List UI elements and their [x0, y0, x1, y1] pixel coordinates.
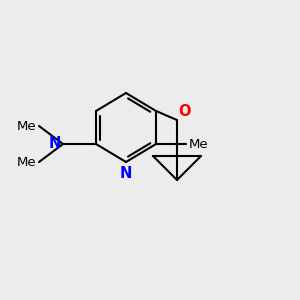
Text: O: O: [178, 103, 191, 118]
Text: Me: Me: [16, 119, 36, 133]
Text: Me: Me: [16, 155, 36, 169]
Text: Me: Me: [189, 137, 208, 151]
Text: N: N: [120, 167, 132, 182]
Text: N: N: [49, 136, 62, 152]
